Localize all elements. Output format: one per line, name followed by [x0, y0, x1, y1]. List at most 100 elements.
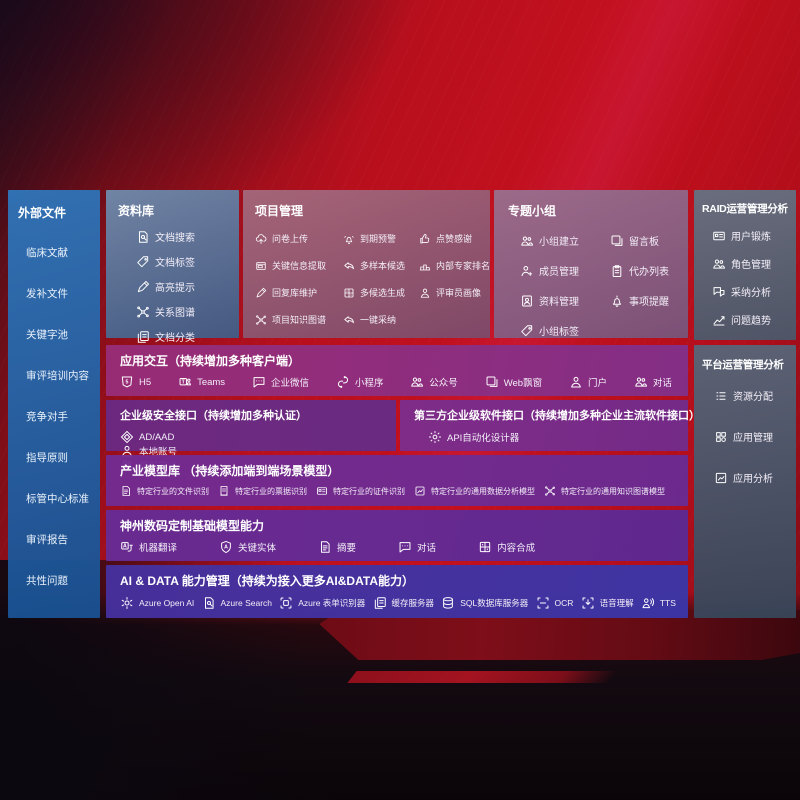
item-label: 本地账号 — [139, 447, 178, 458]
item-multi-candidate: 多候选生成 — [343, 286, 417, 299]
item-h5: H5 — [120, 375, 151, 389]
item-label: 问题趋势 — [731, 316, 771, 327]
item-label: 关键实体 — [238, 543, 277, 554]
item-label: 门户 — [588, 378, 608, 389]
id-card-icon — [316, 485, 328, 497]
project-management-panel: 项目管理 问卷上传 到期预警 点赞感谢 关键信息提取 — [243, 190, 490, 338]
panel-title-raid: RAID运营管理分析 — [702, 203, 788, 215]
item-label: 内容合成 — [497, 543, 536, 554]
item-label: 用户锻炼 — [731, 232, 771, 243]
item-dialogue: 对话 — [398, 540, 436, 554]
item-label: Azure 表单识别器 — [298, 598, 366, 608]
item-multi-sample: 多样本候选 — [343, 259, 417, 272]
item-app-management: 应用管理 — [714, 429, 796, 444]
sidebar-item-center-standards: 标管中心标准 — [26, 493, 89, 505]
item-label: 语音理解 — [599, 598, 634, 608]
item-ocr: OCR — [536, 596, 573, 610]
people-icon — [520, 234, 534, 248]
item-web-window: Web飘窗 — [485, 375, 542, 389]
adopt-arrow-icon — [343, 314, 355, 326]
item-industry-data-model: 特定行业的通用数据分析模型 — [414, 485, 535, 497]
voice-icon — [581, 596, 595, 610]
item-label: 问卷上传 — [272, 234, 309, 244]
item-label: 特定行业的通用知识图谱模型 — [561, 486, 665, 496]
item-label: 应用管理 — [733, 433, 773, 444]
row-title-interaction: 应用交互（持续增加多种客户端） — [120, 354, 301, 368]
info-extract-icon — [255, 260, 267, 272]
album-icon — [520, 294, 534, 308]
item-local-account: 本地账号 — [120, 444, 396, 458]
item-label: 点赞感谢 — [436, 234, 473, 244]
item-doc-tags: 文档标签 — [136, 254, 239, 269]
row-title-thirdparty: 第三方企业级软件接口（持续增加多种企业主流软件接口） — [414, 410, 700, 422]
item-label: SQL数据库服务器 — [460, 598, 529, 608]
knowledge-graph-icon — [544, 485, 556, 497]
item-reviewer-profile: 评审员画像 — [419, 286, 491, 299]
grid-icon — [343, 287, 355, 299]
item-relation-graph: 关系图谱 — [136, 304, 239, 319]
panel-title-project: 项目管理 — [255, 204, 304, 218]
item-label: 一键采纳 — [360, 315, 397, 325]
item-label: 特定行业的证件识别 — [333, 486, 405, 496]
item-tts: TTS — [641, 596, 676, 610]
item-label: API自动化设计器 — [447, 433, 520, 444]
item-label: 成员管理 — [539, 267, 579, 278]
sidebar-item-competitors: 竞争对手 — [26, 411, 68, 423]
item-label: 多样本候选 — [360, 261, 406, 271]
item-label: 摘要 — [337, 543, 357, 554]
alarm-icon — [343, 233, 355, 245]
item-label: 回复库维护 — [272, 288, 318, 298]
item-sql-server: SQL数据库服务器 — [441, 596, 528, 610]
translate-icon — [120, 540, 134, 554]
item-doc-search: 文档搜索 — [136, 229, 239, 244]
item-todo-list: 代办列表 — [610, 263, 688, 278]
ocr-icon — [536, 596, 550, 610]
item-reply-library: 回复库维护 — [255, 286, 341, 299]
item-industry-doc-recognition: 特定行业的文件识别 — [120, 485, 209, 497]
base-models-row: 神州数码定制基础模型能力 机器翻译 关键实体 摘要 对话 内容合成 — [106, 510, 688, 561]
main-area: 资料库 文档搜索 文档标签 高亮提示 关系图谱 — [106, 190, 700, 618]
portal-person-icon — [569, 375, 583, 389]
item-label: Azure Search — [220, 598, 273, 608]
item-group-tags: 小组标签 — [520, 323, 608, 338]
interface-row: 企业级安全接口（持续增加多种认证） AD/AAD 本地账号 组织定义 第三方企业… — [106, 400, 700, 472]
cloud-upload-icon — [255, 233, 267, 245]
shield-a-icon — [219, 540, 233, 554]
dialog-people-icon — [634, 375, 648, 389]
item-wechat-work: 企业微信 — [252, 375, 309, 389]
item-label: 事项提醒 — [629, 297, 669, 308]
desk-reflection-shape — [319, 610, 800, 660]
tag-icon — [136, 255, 150, 269]
bell-icon — [610, 294, 624, 308]
item-label: 多候选生成 — [360, 288, 406, 298]
item-industry-receipt-recognition: 特定行业的票据识别 — [218, 485, 307, 497]
item-doc-classify: 文档分类 — [136, 329, 239, 344]
item-user-training: 用户锻炼 — [712, 228, 796, 243]
trend-chart-icon — [712, 313, 726, 327]
summary-doc-icon — [318, 540, 332, 554]
sidebar-item-review-reports: 审评报告 — [26, 534, 68, 546]
item-machine-translation: 机器翻译 — [120, 540, 177, 554]
item-industry-id-recognition: 特定行业的证件识别 — [316, 485, 405, 497]
highlight-pen-icon — [136, 280, 150, 294]
item-azure-openai: Azure Open AI — [120, 596, 194, 610]
tag-icon — [520, 324, 534, 338]
person-icon — [419, 287, 431, 299]
external-files-panel: 外部文件 临床文献 发补文件 关键字池 审评培训内容 竞争对手 指导原则 标管中… — [8, 190, 100, 618]
sidebar-item-keyword-pool: 关键字池 — [26, 329, 68, 341]
miniprogram-icon — [336, 375, 350, 389]
item-label: 留言板 — [629, 237, 659, 248]
security-interface-panel: 企业级安全接口（持续增加多种认证） AD/AAD 本地账号 组织定义 — [106, 400, 396, 472]
row-title-ai-data: AI & DATA 能力管理（持续为接入更多AI&DATA能力） — [120, 574, 414, 588]
receipt-icon — [218, 485, 230, 497]
qa-bubbles-icon — [712, 285, 726, 299]
api-gear-icon — [428, 430, 442, 444]
topic-groups-panel: 专题小组 小组建立 留言板 成员管理 代办列表 — [494, 190, 688, 338]
item-highlight: 高亮提示 — [136, 279, 239, 294]
item-summary: 摘要 — [318, 540, 356, 554]
item-label: 到期预警 — [360, 234, 397, 244]
sidebar-item-review-training: 审评培训内容 — [26, 370, 89, 382]
item-label: 采纳分析 — [731, 288, 771, 299]
right-column: RAID运营管理分析 用户锻炼 角色管理 采纳分析 问题趋势 平台运营管理分析 — [694, 190, 796, 618]
row-title-industry: 产业模型库 （持续添加端到端场景模型） — [120, 464, 340, 478]
